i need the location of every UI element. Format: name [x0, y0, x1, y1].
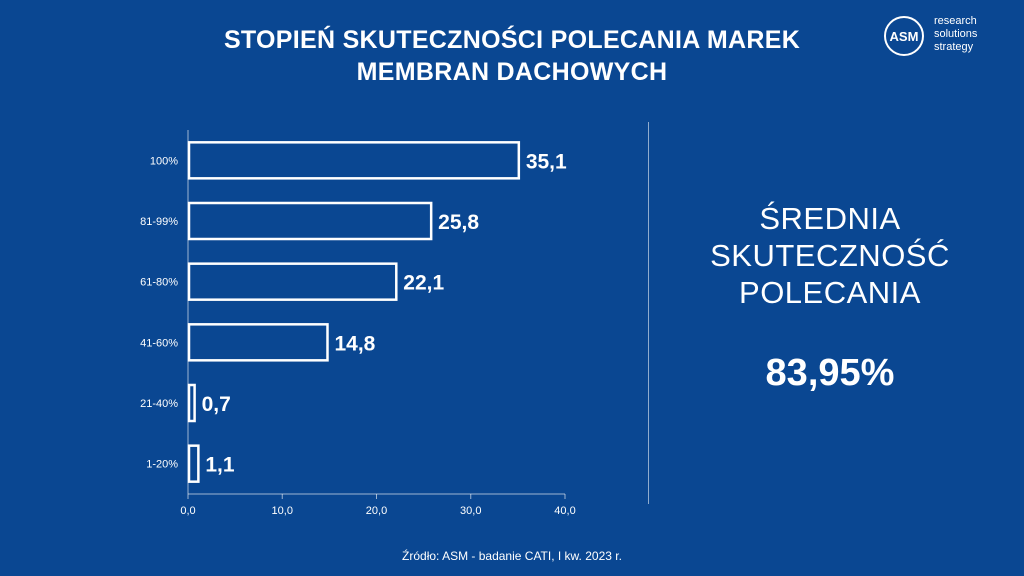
- category-label-3: 41-60%: [140, 337, 178, 349]
- value-label-3: 14,8: [334, 332, 375, 355]
- x-tick-label-2: 20,0: [366, 505, 387, 517]
- logo-line-research: research: [934, 15, 977, 27]
- category-label-5: 1-20%: [146, 459, 178, 471]
- value-label-0: 35,1: [526, 150, 567, 173]
- category-label-4: 21-40%: [140, 398, 178, 410]
- chart-title: STOPIEŃ SKUTECZNOŚCI POLECANIA MAREK MEM…: [130, 24, 894, 88]
- average-label: ŚREDNIA SKUTECZNOŚĆ POLECANIA: [660, 200, 1000, 311]
- bar-2: [187, 262, 398, 301]
- bar-5: [187, 444, 200, 483]
- category-label-1: 81-99%: [140, 216, 178, 228]
- asm-logo-text: research solutions strategy: [934, 15, 977, 54]
- bar-1: [187, 201, 433, 241]
- average-label-line-1: ŚREDNIA: [759, 201, 901, 236]
- value-label-1: 25,8: [438, 211, 479, 234]
- logo-line-strategy: strategy: [934, 41, 974, 53]
- source-note: Źródło: ASM - badanie CATI, I kw. 2023 r…: [402, 549, 622, 563]
- bar-3: [187, 323, 329, 362]
- average-label-line-3: POLECANIA: [739, 275, 921, 310]
- value-label-4: 0,7: [202, 393, 231, 416]
- logo-line-solutions: solutions: [934, 28, 978, 40]
- x-tick-label-1: 10,0: [272, 505, 293, 517]
- category-label-0: 100%: [150, 155, 178, 167]
- x-tick-label-0: 0,0: [180, 505, 195, 517]
- x-tick-label-4: 40,0: [554, 505, 575, 517]
- asm-logo-circle: ASM: [884, 16, 924, 56]
- bar-chart: 0,0 10,0 20,0 30,0 40,0 100% 35,1 81-99% 25,8 61-…: [140, 130, 576, 517]
- vertical-divider: [648, 122, 649, 504]
- x-tick-label-3: 30,0: [460, 505, 481, 517]
- bar-0: [187, 141, 521, 180]
- average-value: 83,95%: [765, 352, 895, 394]
- chart-title-line-2: MEMBRAN DACHOWYCH: [356, 58, 668, 86]
- average-label-line-2: SKUTECZNOŚĆ: [710, 238, 950, 273]
- chart-title-line-1: STOPIEŃ SKUTECZNOŚCI POLECANIA MAREK: [223, 26, 801, 54]
- value-label-5: 1,1: [205, 454, 235, 477]
- bar-4: [187, 383, 196, 423]
- category-label-2: 61-80%: [140, 277, 178, 289]
- value-label-2: 22,1: [403, 272, 444, 295]
- asm-logo: ASM research solutions strategy: [884, 12, 1014, 60]
